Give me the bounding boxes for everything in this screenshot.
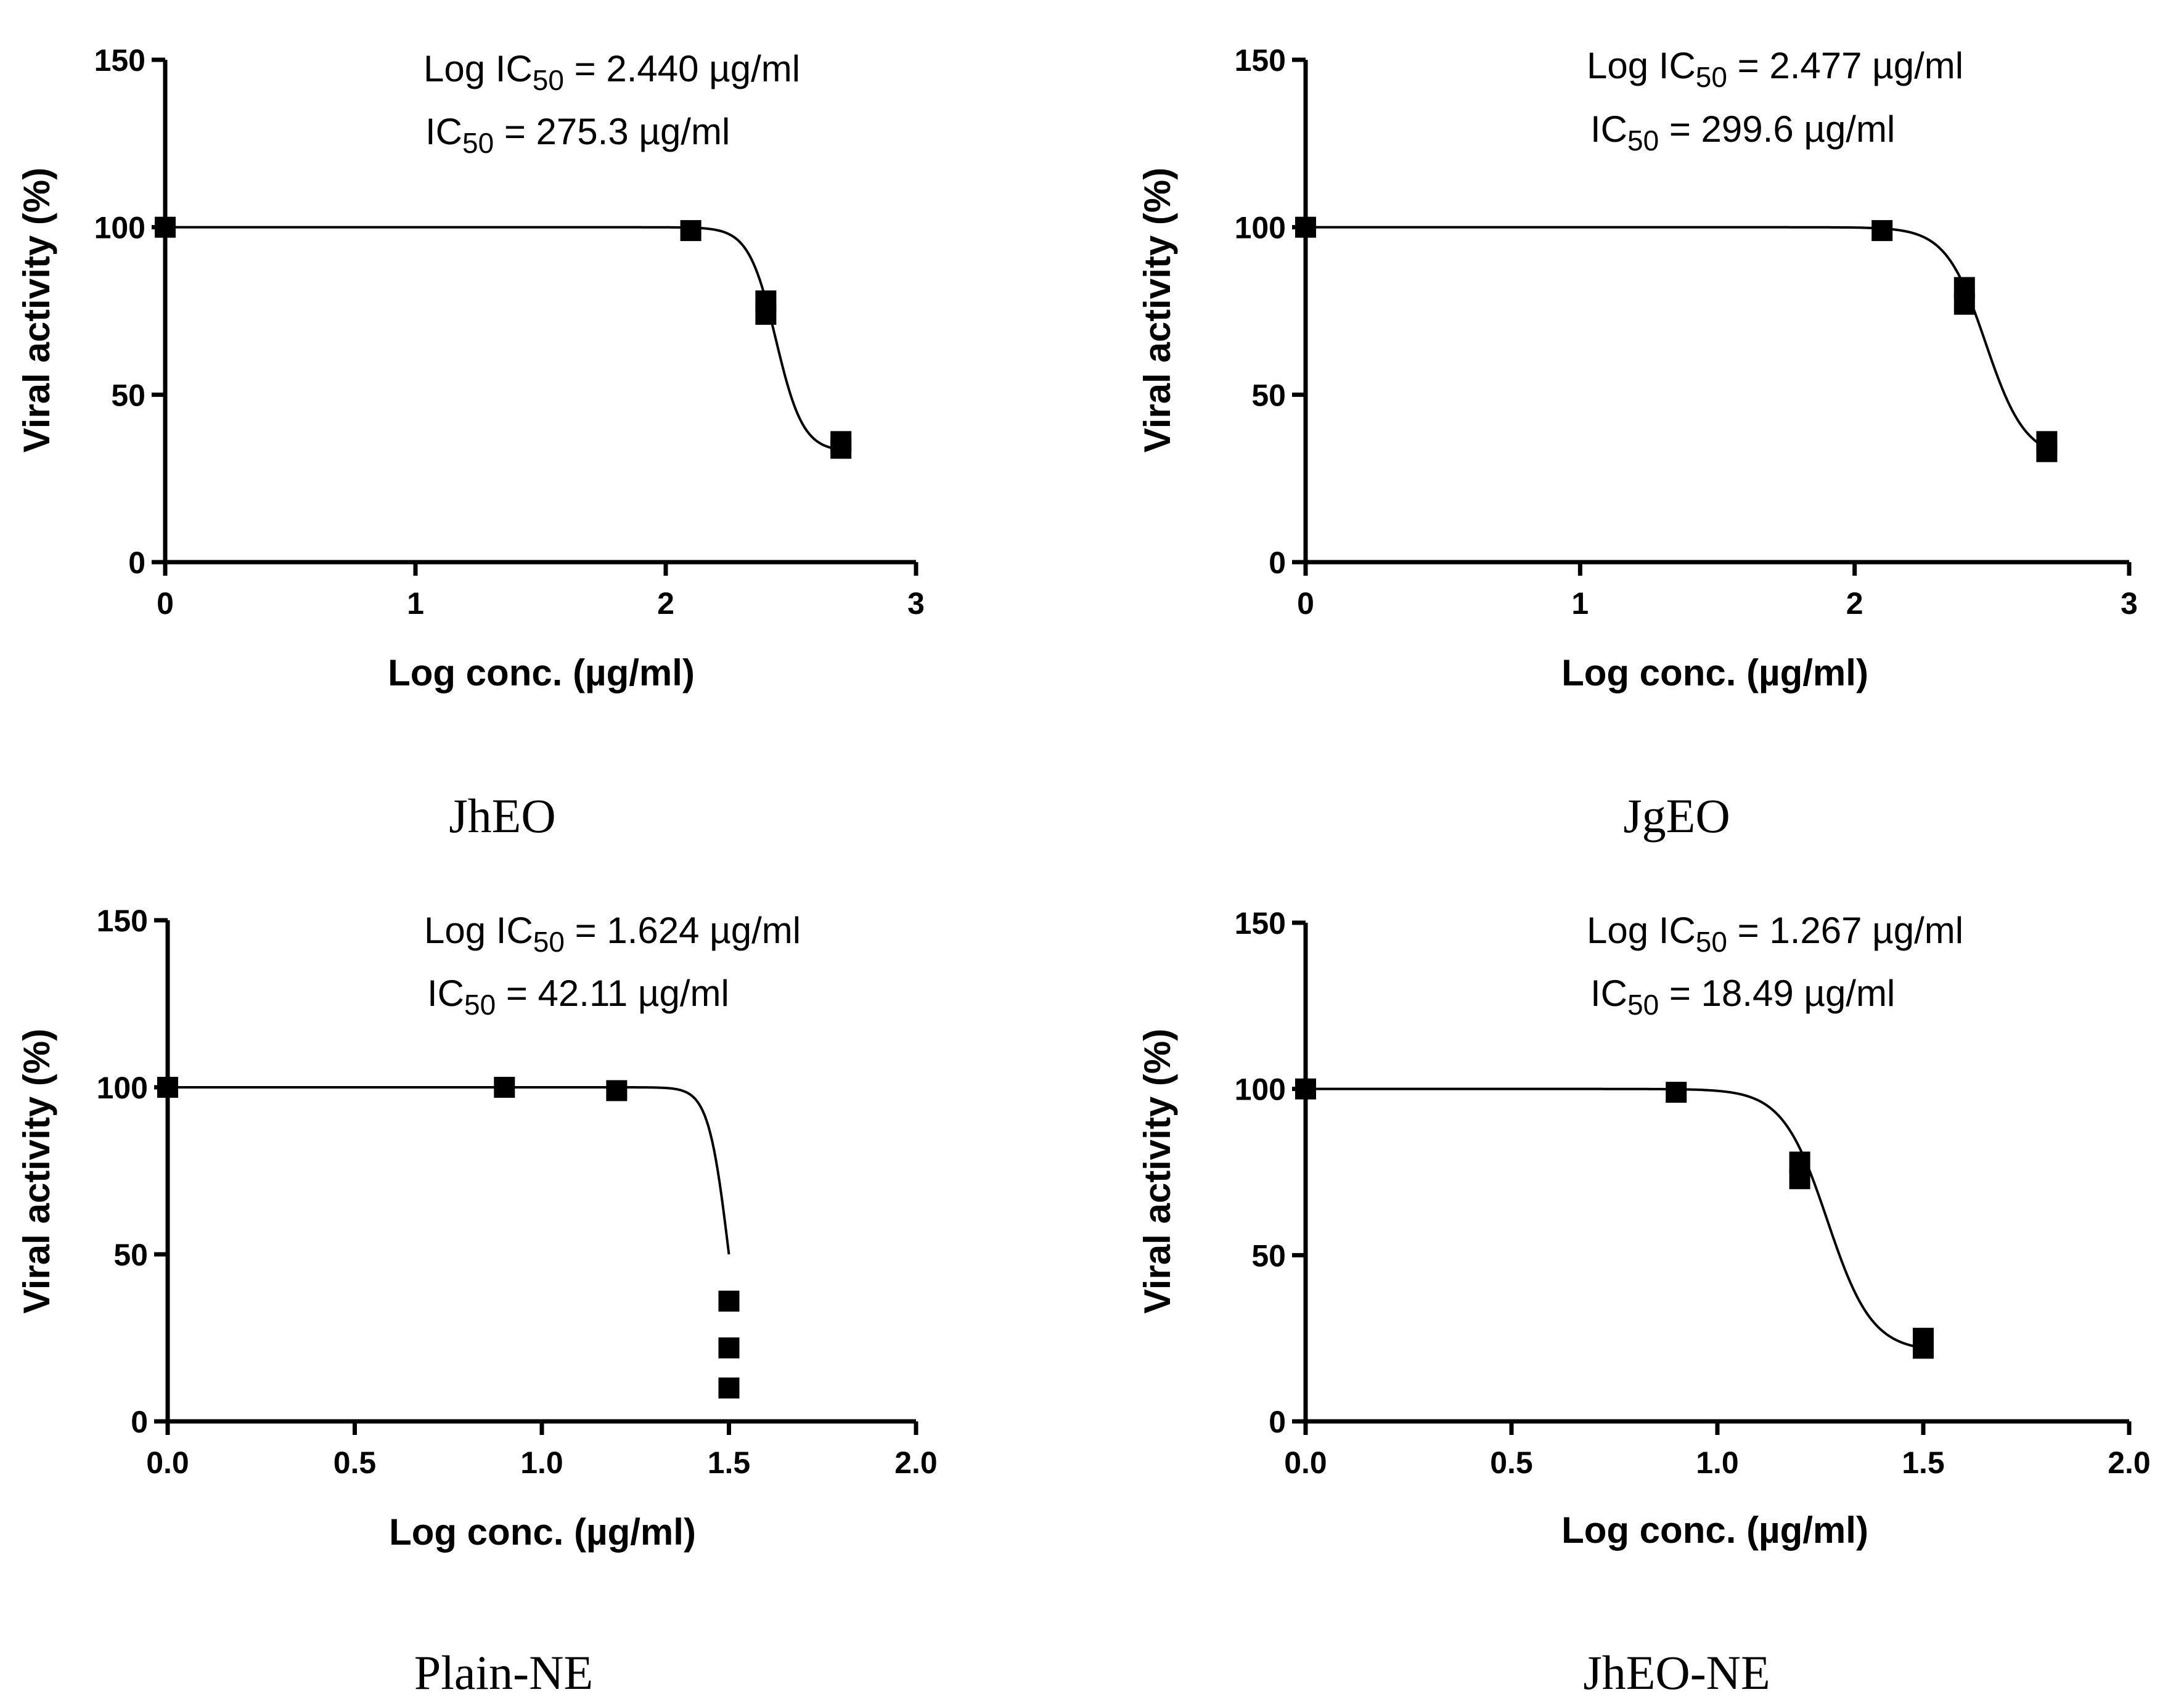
y-tick-label: 100 bbox=[97, 1071, 148, 1105]
x-tick-label: 1.5 bbox=[1902, 1445, 1945, 1480]
ic50-annotation: IC50 = 275.3 µg/ml bbox=[425, 111, 730, 159]
data-point bbox=[494, 1077, 515, 1098]
x-tick-label: 2 bbox=[657, 586, 674, 621]
x-tick-label: 1.0 bbox=[1696, 1445, 1739, 1480]
panel-caption: Plain-NE bbox=[414, 1646, 593, 1699]
y-tick-label: 50 bbox=[1251, 1238, 1286, 1273]
fit-curve bbox=[168, 1086, 730, 1255]
x-axis-title: Log conc. (µg/ml) bbox=[388, 652, 695, 693]
y-tick-label: 150 bbox=[1235, 43, 1286, 78]
y-tick-label: 100 bbox=[1235, 1073, 1286, 1107]
data-point bbox=[718, 1290, 740, 1312]
x-tick-label: 0 bbox=[1297, 586, 1314, 621]
y-axis-title: Viral activity (%) bbox=[16, 1029, 57, 1314]
panel-jheo: 0 50 100 150 0 1 2 3 Viral activity (%) Log con… bbox=[16, 43, 925, 843]
data-point bbox=[1913, 1338, 1934, 1359]
x-tick-label: 1.0 bbox=[520, 1445, 563, 1480]
x-tick-label: 3 bbox=[2121, 586, 2138, 621]
x-axis-title: Log conc. (µg/ml) bbox=[389, 1511, 696, 1553]
fit-curve bbox=[1306, 1087, 1924, 1349]
x-tick-label: 3 bbox=[907, 586, 925, 621]
data-point bbox=[606, 1080, 628, 1101]
data-point bbox=[830, 438, 852, 459]
panel-caption: JhEO bbox=[449, 789, 555, 843]
ic50-annotation: IC50 = 299.6 µg/ml bbox=[1590, 108, 1895, 157]
y-tick-label: 50 bbox=[113, 1238, 148, 1272]
panel-caption: JhEO-NE bbox=[1583, 1646, 1770, 1699]
x-tick-label: 2 bbox=[1846, 586, 1863, 621]
data-point bbox=[1871, 220, 1893, 242]
data-point bbox=[718, 1337, 740, 1359]
panel-plain-ne: 0 50 100 150 0.0 0.5 1.0 1.5 2.0 Viral activity … bbox=[16, 904, 938, 1699]
x-axis-title: Log conc. (µg/ml) bbox=[1561, 1510, 1868, 1551]
y-axis-title: Viral activity (%) bbox=[16, 168, 57, 452]
y-tick-label: 150 bbox=[97, 904, 148, 938]
y-tick-label: 50 bbox=[1251, 378, 1286, 412]
x-tick-label: 0.0 bbox=[1284, 1445, 1327, 1480]
data-point bbox=[680, 220, 701, 242]
x-tick-label: 1 bbox=[407, 586, 424, 621]
x-axis-title: Log conc. (µg/ml) bbox=[1561, 652, 1868, 693]
y-tick-label: 0 bbox=[1269, 1405, 1286, 1439]
y-tick-label: 0 bbox=[131, 1405, 148, 1439]
y-tick-label: 0 bbox=[1269, 545, 1286, 580]
data-point bbox=[1789, 1168, 1810, 1190]
x-tick-label: 1.5 bbox=[708, 1445, 751, 1480]
data-point bbox=[155, 216, 176, 238]
data-point bbox=[718, 1377, 740, 1399]
x-tick-label: 1 bbox=[1571, 586, 1589, 621]
y-tick-label: 50 bbox=[111, 378, 145, 412]
data-point bbox=[755, 303, 777, 325]
x-tick-label: 2.0 bbox=[894, 1445, 938, 1480]
panel-jgeo: 0 50 100 150 0 1 2 3 Viral activity (%) Log con… bbox=[1137, 43, 2138, 843]
data-point bbox=[1666, 1082, 1687, 1103]
x-tick-label: 2.0 bbox=[2108, 1445, 2151, 1480]
data-point bbox=[1295, 1078, 1316, 1100]
log-ic50-annotation: Log IC50 = 1.267 µg/ml bbox=[1587, 910, 1963, 958]
x-tick-label: 0.5 bbox=[333, 1445, 377, 1480]
log-ic50-annotation: Log IC50 = 2.440 µg/ml bbox=[423, 48, 800, 96]
y-tick-label: 100 bbox=[1235, 211, 1286, 245]
x-tick-label: 0.5 bbox=[1490, 1445, 1533, 1480]
log-ic50-annotation: Log IC50 = 1.624 µg/ml bbox=[424, 910, 801, 958]
y-axis-title: Viral activity (%) bbox=[1137, 1029, 1178, 1314]
fit-curve bbox=[1306, 226, 2048, 449]
y-tick-label: 100 bbox=[94, 211, 145, 245]
ic50-annotation: IC50 = 42.11 µg/ml bbox=[427, 973, 729, 1021]
y-tick-label: 150 bbox=[1235, 906, 1286, 941]
y-tick-label: 150 bbox=[94, 43, 145, 78]
ic50-annotation: IC50 = 18.49 µg/ml bbox=[1590, 973, 1895, 1021]
panel-caption: JgEO bbox=[1623, 789, 1730, 843]
panel-jheo-ne: 0 50 100 150 0.0 0.5 1.0 1.5 2.0 Viral activity … bbox=[1137, 906, 2151, 1699]
data-point bbox=[157, 1077, 178, 1098]
fit-curve bbox=[165, 226, 841, 451]
y-axis-title: Viral activity (%) bbox=[1137, 168, 1178, 452]
data-point bbox=[2036, 441, 2058, 462]
x-tick-label: 0 bbox=[157, 586, 174, 621]
x-tick-label: 0.0 bbox=[146, 1445, 189, 1480]
data-point bbox=[1295, 216, 1316, 238]
log-ic50-annotation: Log IC50 = 2.477 µg/ml bbox=[1587, 45, 1963, 93]
data-point bbox=[1953, 293, 1975, 315]
y-tick-label: 0 bbox=[128, 545, 145, 580]
